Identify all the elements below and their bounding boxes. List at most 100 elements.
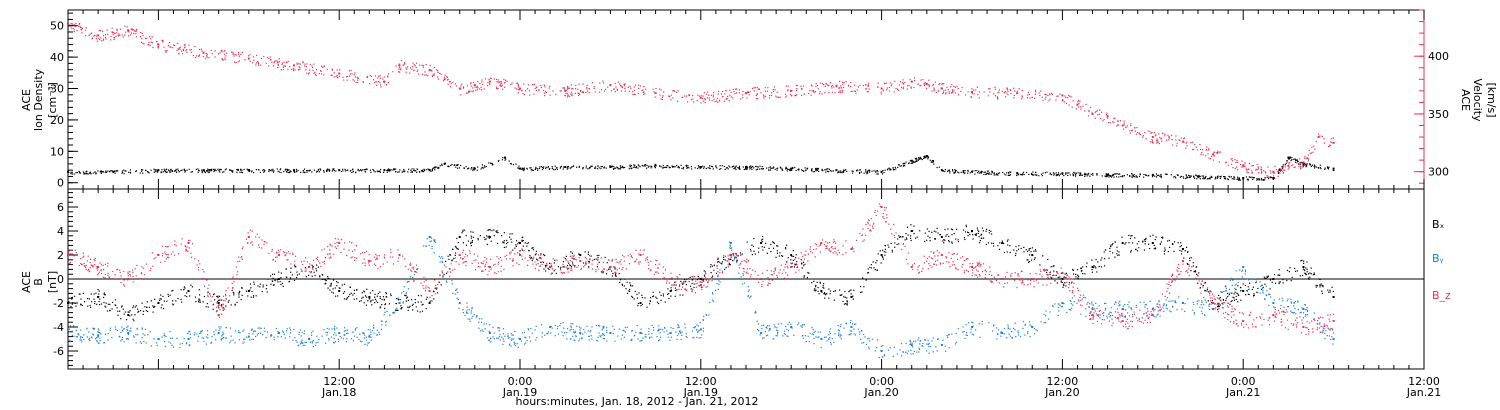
density-sample [880, 171, 882, 174]
b-bx-sample [145, 310, 147, 312]
velocity-sample [258, 64, 260, 66]
density-sample [423, 168, 425, 170]
velocity-sample [746, 97, 748, 99]
velocity-sample [677, 100, 679, 102]
b-bx-sample [400, 305, 402, 307]
b-bx-sample [700, 286, 702, 288]
velocity-sample [614, 82, 616, 85]
density-sample [597, 165, 599, 167]
velocity-sample [400, 69, 402, 71]
density-tick-label: 40 [50, 51, 64, 64]
velocity-sample [131, 29, 134, 31]
b-bx-sample [1278, 269, 1280, 271]
b-bx-sample [710, 272, 712, 274]
density-sample [178, 171, 180, 173]
b-tick-label: 6 [57, 201, 64, 214]
b-bx-sample [982, 237, 985, 239]
density-sample [129, 169, 132, 171]
b-by-sample [996, 333, 999, 335]
velocity-sample [578, 94, 580, 97]
b-bx-point [699, 278, 702, 280]
b-bx-sample [924, 232, 926, 234]
velocity-sample [81, 28, 83, 30]
density-sample [927, 155, 929, 158]
velocity-sample [544, 86, 546, 88]
b-bx-sample [723, 258, 725, 261]
velocity-sample [501, 85, 503, 87]
b-bx-sample [205, 306, 207, 308]
density-sample [370, 171, 372, 173]
b-bx-sample [859, 285, 862, 288]
velocity-sample [633, 86, 635, 88]
velocity-sample [96, 40, 98, 42]
b-by-sample [141, 328, 143, 330]
density-sample [560, 166, 562, 168]
velocity-sample [432, 74, 434, 76]
velocity-sample [429, 64, 431, 67]
b-bx-sample [1101, 257, 1103, 259]
b-bx-sample [853, 289, 855, 291]
velocity-sample [586, 86, 588, 89]
density-sample [1319, 164, 1321, 166]
density-sample [902, 165, 904, 167]
b-bx-sample [159, 299, 161, 301]
density-sample [95, 172, 97, 174]
b-by-sample [312, 345, 315, 348]
density-sample [749, 165, 751, 168]
b-bx-sample [521, 236, 523, 239]
density-sample [1304, 162, 1306, 165]
b-bx-sample [870, 263, 872, 266]
b-bx-sample [503, 246, 505, 249]
velocity-sample [742, 94, 744, 96]
density-sample [972, 170, 974, 172]
velocity-sample [296, 64, 298, 66]
b-bx-sample [1294, 267, 1296, 270]
density-sample [121, 170, 123, 172]
velocity-sample [450, 82, 452, 84]
density-sample [919, 156, 921, 159]
b-by-sample [263, 327, 265, 329]
b-bx-sample [1116, 250, 1119, 252]
density-sample [404, 170, 406, 172]
b-bx-sample [573, 258, 575, 260]
b-by-sample [1073, 301, 1075, 303]
b-by-sample [508, 344, 511, 346]
velocity-sample [840, 87, 843, 89]
density-sample [1084, 172, 1086, 174]
velocity-sample [326, 68, 328, 70]
velocity-sample [661, 98, 663, 101]
density-sample [473, 169, 475, 171]
velocity-sample [1168, 139, 1170, 141]
density-sample [865, 171, 867, 173]
b-by-sample [559, 325, 561, 327]
density-sample [620, 166, 622, 168]
velocity-sample [117, 34, 119, 36]
velocity-sample [114, 33, 116, 35]
b-bx-sample [656, 301, 659, 303]
density-sample [1104, 175, 1106, 177]
velocity-sample [1284, 169, 1286, 171]
b-bx-sample [826, 293, 828, 295]
b-bx-sample [1329, 289, 1331, 291]
density-sample [556, 168, 559, 170]
b-bx-sample [1211, 301, 1213, 304]
density-sample [205, 170, 208, 172]
density-sample [1154, 175, 1156, 177]
b-by-sample [766, 334, 769, 336]
b-bx-sample [1167, 250, 1169, 253]
density-sample [376, 170, 378, 172]
density-sample [987, 172, 989, 175]
b-by-sample [346, 329, 349, 331]
b-bx-sample [628, 290, 631, 292]
b-bx-sample [1075, 273, 1077, 276]
velocity-sample [223, 53, 226, 55]
b-bx-sample [1218, 304, 1220, 306]
density-sample [207, 168, 209, 170]
velocity-sample [853, 84, 856, 86]
b-tick-label: 2 [57, 249, 64, 262]
density-sample [1008, 174, 1011, 176]
density-sample [177, 168, 179, 170]
velocity-sample [1113, 117, 1115, 120]
velocity-sample [1310, 152, 1313, 154]
density-sample [700, 166, 702, 168]
